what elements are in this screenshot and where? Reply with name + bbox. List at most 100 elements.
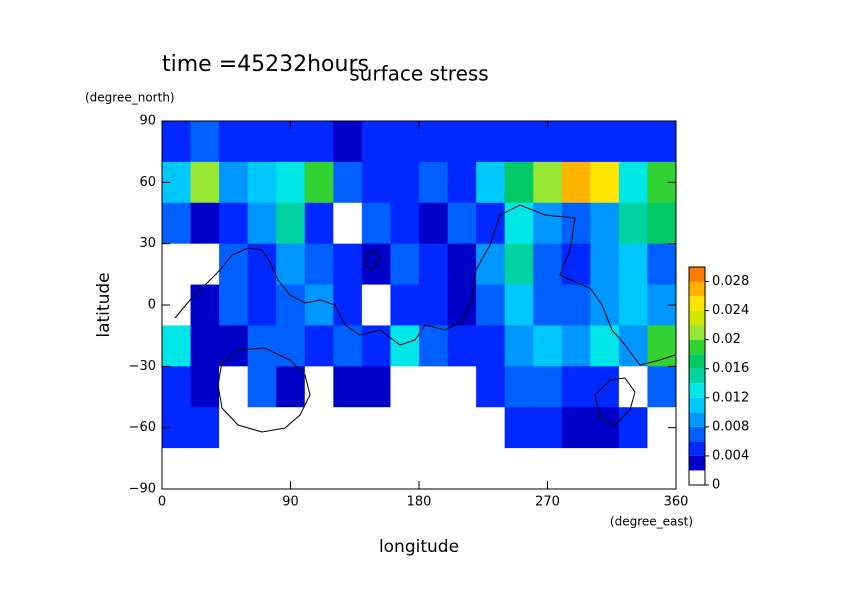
field-cell — [219, 366, 249, 408]
field-cell — [190, 202, 220, 245]
field-cell — [247, 407, 277, 449]
coastline — [174, 204, 676, 433]
field-cell — [333, 448, 363, 490]
field-cell — [390, 325, 420, 367]
colorbar-swatch — [689, 354, 705, 369]
field-cell — [504, 448, 534, 490]
colorbar-label: 0.02 — [712, 332, 741, 347]
colorbar-swatch — [689, 325, 705, 340]
field-cell — [504, 325, 534, 367]
field-cell — [419, 121, 449, 163]
colorbar-frame — [688, 266, 706, 486]
colorbar: 0 0.004 0.008 0.012 0.016 0.02 0.024 0.028 — [688, 266, 749, 493]
field-cell — [190, 325, 220, 367]
field-cell — [361, 325, 391, 367]
colorbar-swatch — [689, 412, 705, 427]
field-cell — [590, 161, 620, 204]
field-cell — [476, 325, 506, 367]
field-cell — [419, 243, 449, 286]
field-cell — [276, 284, 306, 326]
colorbar-swatch — [689, 397, 705, 413]
field-cell — [618, 407, 648, 449]
field-cell — [390, 407, 420, 449]
axes: 0 90 180 270 360 90 60 30 0 −30 −60 −90 — [129, 114, 689, 510]
field-cell — [590, 325, 620, 367]
field-cell — [533, 202, 563, 245]
colorbar-swatch — [689, 267, 705, 282]
field-cell — [247, 202, 277, 245]
field-cell — [333, 284, 363, 326]
colorbar-label: 0.008 — [712, 419, 749, 434]
field-cell — [333, 121, 363, 163]
field-cell — [361, 448, 391, 490]
field-cell — [247, 121, 277, 163]
field-cell — [447, 407, 477, 449]
field-cell — [247, 284, 277, 326]
field-cell — [561, 121, 591, 163]
field-cell — [647, 202, 677, 245]
field-cell — [304, 243, 334, 286]
colorbar-label: 0.028 — [712, 274, 749, 289]
field-cell — [390, 161, 420, 204]
field-cell — [419, 407, 449, 449]
field-cell — [247, 448, 277, 490]
y-unit: (degree_north) — [85, 91, 175, 105]
x-tick-label: 90 — [282, 495, 299, 510]
colorbar-label: 0 — [712, 478, 720, 493]
y-tick-label: 0 — [148, 298, 156, 313]
field-cell — [219, 121, 249, 163]
y-tick-label: −90 — [129, 482, 156, 497]
colorbar-swatch — [689, 470, 705, 485]
x-tick-label: 0 — [158, 495, 166, 510]
field-cell — [447, 366, 477, 408]
field-cell — [561, 284, 591, 326]
y-tick-label: 30 — [139, 236, 156, 251]
field-cell — [504, 243, 534, 286]
field-cell — [618, 325, 648, 367]
colorbar-label: 0.012 — [712, 390, 749, 405]
field-cell — [304, 121, 334, 163]
field-cell — [618, 161, 648, 204]
field — [162, 121, 677, 490]
field-cell — [476, 202, 506, 245]
field-cell — [504, 284, 534, 326]
colorbar-swatch — [689, 455, 705, 471]
field-cell — [333, 243, 363, 286]
field-cell — [647, 448, 677, 490]
x-tick-label: 270 — [535, 495, 560, 510]
y-tick-label: −60 — [129, 420, 156, 435]
field-cell — [647, 121, 677, 163]
field-cell — [333, 325, 363, 367]
field-cell — [590, 284, 620, 326]
field-cell — [533, 366, 563, 408]
field-cell — [476, 243, 506, 286]
field-cell — [647, 243, 677, 286]
field-cell — [304, 448, 334, 490]
field-cell — [561, 243, 591, 286]
field-cell — [561, 325, 591, 367]
field-cell — [276, 243, 306, 286]
colorbar-swatch — [689, 383, 705, 398]
y-tick-label: −30 — [129, 359, 156, 374]
field-cell — [219, 284, 249, 326]
field-cell — [533, 284, 563, 326]
field-cell — [162, 448, 192, 490]
field-cell — [219, 202, 249, 245]
field-cell — [162, 202, 192, 245]
field-cell — [476, 161, 506, 204]
field-cell — [447, 325, 477, 367]
field-cell — [561, 366, 591, 408]
colorbar-swatch — [689, 296, 705, 311]
field-cell — [304, 407, 334, 449]
field-cell — [447, 161, 477, 204]
field-cell — [533, 161, 563, 204]
field-cell — [219, 325, 249, 367]
field-cell — [247, 366, 277, 408]
field-cell — [361, 407, 391, 449]
field-cell — [162, 366, 192, 408]
field-cell — [447, 284, 477, 326]
field-cell — [361, 161, 391, 204]
field-cell — [447, 202, 477, 245]
field-cell — [219, 448, 249, 490]
